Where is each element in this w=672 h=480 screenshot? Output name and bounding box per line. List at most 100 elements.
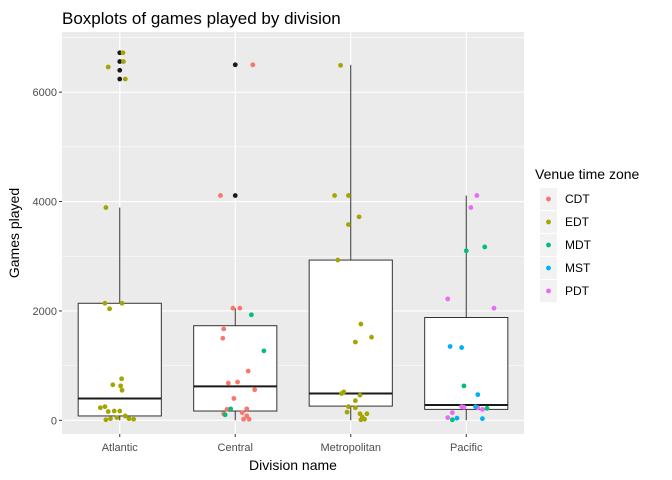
data-point xyxy=(474,193,480,198)
outlier-point xyxy=(117,67,123,73)
y-axis: 0 2000 4000 6000 xyxy=(33,87,62,427)
data-point xyxy=(338,62,343,68)
data-point xyxy=(246,416,252,422)
data-point xyxy=(346,404,351,410)
data-point xyxy=(220,335,226,341)
x-tick-label: Pacific xyxy=(450,442,483,454)
data-point xyxy=(346,193,351,198)
data-point xyxy=(224,406,230,412)
data-point xyxy=(120,50,126,56)
legend-label: PDT xyxy=(565,284,590,298)
data-point xyxy=(357,392,363,398)
legend-key-point xyxy=(546,265,551,271)
data-point xyxy=(475,392,481,398)
data-point xyxy=(102,300,108,306)
data-point xyxy=(131,416,137,422)
data-point xyxy=(480,416,485,422)
y-tick-label: 2000 xyxy=(33,306,57,318)
data-point xyxy=(468,205,474,210)
data-point xyxy=(97,405,103,411)
data-point xyxy=(356,214,362,220)
y-axis-title: Games played xyxy=(6,188,22,278)
x-tick-label: Metropolitan xyxy=(320,442,381,454)
data-point xyxy=(461,404,467,410)
data-point xyxy=(346,222,351,227)
box-pacific xyxy=(424,317,509,410)
data-point xyxy=(126,416,132,422)
data-point xyxy=(241,416,246,422)
data-point xyxy=(344,409,350,415)
data-point xyxy=(252,387,258,393)
data-point xyxy=(473,404,478,410)
outlier-point xyxy=(232,193,238,198)
data-point xyxy=(111,408,117,414)
legend: CDT EDT MDT MST PDT xyxy=(540,188,592,302)
data-point xyxy=(103,417,109,423)
data-point xyxy=(491,305,497,311)
data-point xyxy=(218,193,223,198)
data-point xyxy=(332,193,337,198)
data-point xyxy=(119,376,124,382)
data-point xyxy=(461,383,467,389)
data-point xyxy=(249,312,254,318)
legend-label: MDT xyxy=(565,238,592,252)
x-tick-label: Central xyxy=(218,442,253,454)
chart-title: Boxplots of games played by division xyxy=(62,9,341,28)
data-point xyxy=(364,411,370,417)
box-metropolitan xyxy=(308,259,393,407)
data-point xyxy=(459,345,465,350)
data-point xyxy=(122,76,128,82)
data-point xyxy=(449,410,455,416)
outlier-point xyxy=(117,59,123,64)
data-point xyxy=(362,416,368,422)
data-point xyxy=(105,64,111,70)
data-point xyxy=(108,416,113,422)
x-axis: Atlantic Central Metropolitan Pacific xyxy=(102,434,483,454)
data-point xyxy=(114,415,120,420)
data-point xyxy=(445,296,451,302)
data-point xyxy=(463,248,469,254)
data-point xyxy=(221,326,227,332)
data-point xyxy=(352,398,358,404)
legend-key-point xyxy=(546,219,551,225)
legend-key-point xyxy=(546,242,551,248)
data-point xyxy=(335,257,341,263)
x-axis-title: Division name xyxy=(249,457,337,473)
data-point xyxy=(250,62,256,68)
data-point xyxy=(445,415,451,420)
legend-label: MST xyxy=(565,261,591,275)
data-point xyxy=(231,396,237,401)
data-point xyxy=(244,406,250,412)
data-point xyxy=(222,412,228,418)
y-tick-label: 6000 xyxy=(33,87,57,99)
outlier-point xyxy=(117,76,123,82)
data-point xyxy=(117,408,123,414)
outliers xyxy=(117,50,238,198)
data-point xyxy=(228,406,234,412)
data-point xyxy=(454,415,460,421)
outlier-point xyxy=(232,62,238,68)
data-point xyxy=(119,387,125,393)
data-point xyxy=(102,404,108,410)
legend-label: EDT xyxy=(565,215,590,229)
data-point xyxy=(352,405,358,411)
data-point xyxy=(121,59,126,64)
data-point xyxy=(261,348,267,354)
data-point xyxy=(103,205,109,210)
data-point xyxy=(341,389,347,395)
legend-title: Venue time zone xyxy=(535,166,640,182)
data-point xyxy=(235,379,240,385)
whiskers xyxy=(119,64,467,421)
data-point xyxy=(230,305,236,311)
data-point xyxy=(352,339,358,345)
y-tick-label: 4000 xyxy=(33,197,57,209)
x-tick-label: Atlantic xyxy=(102,442,139,454)
data-point xyxy=(118,383,124,389)
data-point xyxy=(110,382,116,388)
data-point xyxy=(225,380,231,386)
data-point xyxy=(358,417,364,423)
data-point xyxy=(245,368,251,374)
data-point xyxy=(369,334,374,340)
legend-key-point xyxy=(546,196,551,202)
